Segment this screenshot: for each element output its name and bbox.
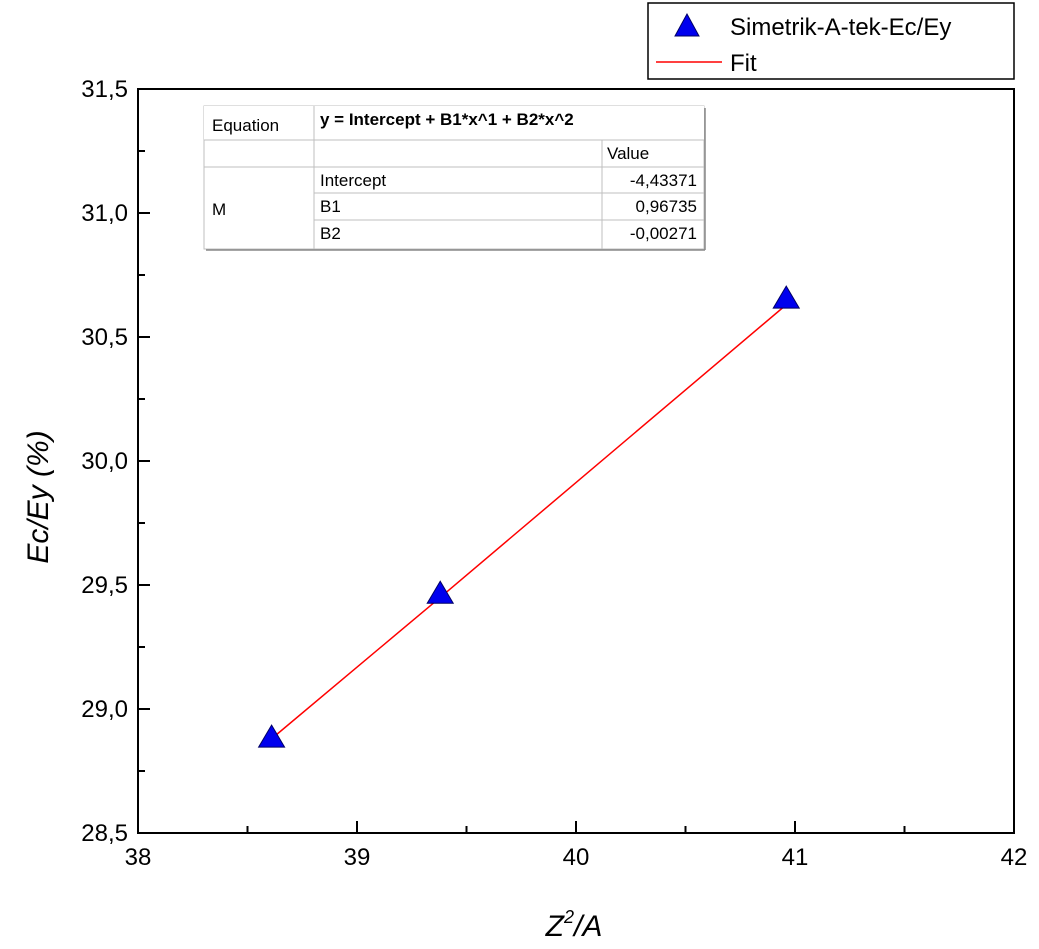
x-tick-label: 38 [125,844,152,871]
legend-box [647,2,1015,80]
fit-table-equation-label: Equation [212,116,279,135]
fit-table-header-row [204,106,704,140]
fit-table-param-value: -4,43371 [630,171,697,190]
x-axis-title-rest: /A [572,910,602,943]
x-axis: 38 39 40 41 42 [125,821,1028,871]
legend-marker-triangle-icon [674,12,700,37]
fit-table-param-value: 0,96735 [636,197,697,216]
y-tick-label: 31,0 [81,200,128,227]
fit-table: Equation y = Intercept + B1*x^1 + B2*x^2… [203,105,706,251]
x-tick-label: 41 [782,844,809,871]
y-tick-label: 29,5 [81,572,128,599]
fit-line [271,304,787,740]
fit-table-model-label: M [212,200,226,219]
scatter-series [257,285,801,748]
fit-table-equation: y = Intercept + B1*x^1 + B2*x^2 [320,110,574,129]
y-tick-label: 29,0 [81,696,128,723]
fit-table-param-name: Intercept [320,171,386,190]
fit-table-param-name: B1 [320,197,341,216]
data-point-triangle [426,580,455,604]
fit-table-param-value: -0,00271 [630,224,697,243]
x-axis-title-main: Z [545,910,566,943]
y-tick-label: 30,0 [81,448,128,475]
fit-series [271,304,787,740]
data-point-triangle [772,285,801,309]
y-tick-label: 31,5 [81,76,128,103]
legend-label-fit: Fit [730,50,757,77]
fit-table-param-name: B2 [320,224,341,243]
y-tick-label: 30,5 [81,324,128,351]
x-axis-title: Z2/A [545,907,603,943]
y-axis-title: Ec/Ey (%) [22,430,55,563]
x-tick-label: 42 [1001,844,1028,871]
y-axis: 28,5 29,0 29,5 30,0 30,5 31,0 31,5 [81,76,150,847]
x-tick-label: 40 [563,844,590,871]
x-tick-label: 39 [344,844,371,871]
data-point-triangle [257,724,286,748]
y-tick-label: 28,5 [81,820,128,847]
fit-table-value-header: Value [607,144,649,163]
x-axis-title-sup: 2 [563,907,574,927]
legend-label-series: Simetrik-A-tek-Ec/Ey [730,14,951,41]
legend: Simetrik-A-tek-Ec/Ey Fit [647,2,1015,80]
